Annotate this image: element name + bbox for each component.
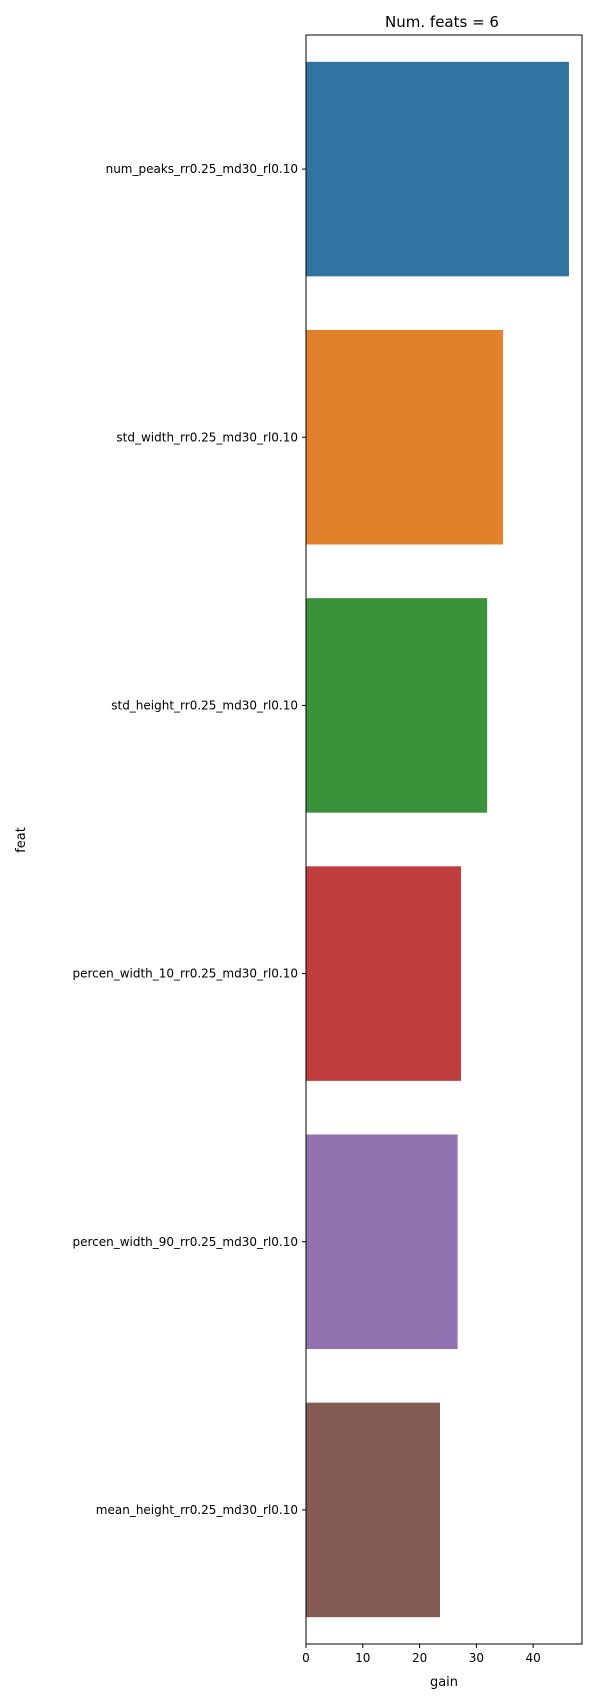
bar-3	[306, 866, 462, 1081]
chart-title: Num. feats = 6	[385, 13, 499, 31]
y-tick-label-4: percen_width_90_rr0.25_md30_rl0.10	[72, 1235, 298, 1249]
x-tick-label-4: 40	[526, 1651, 541, 1665]
y-tick-label-1: std_width_rr0.25_md30_rl0.10	[116, 430, 298, 444]
bars	[306, 61, 569, 1618]
y-tick-label-3: percen_width_10_rr0.25_md30_rl0.10	[72, 967, 298, 981]
y-tick-label-5: mean_height_rr0.25_md30_rl0.10	[96, 1503, 298, 1517]
plot-frame	[305, 34, 583, 1645]
plot-area	[305, 34, 583, 1645]
bar-1	[306, 329, 504, 545]
bar-0	[306, 61, 569, 277]
y-axis-ticks: num_peaks_rr0.25_md30_rl0.10 std_width_rr…	[72, 162, 306, 1517]
x-axis-ticks: 0 10 20 30 40	[302, 1644, 541, 1665]
bar-4	[306, 1134, 458, 1350]
x-axis-label: gain	[430, 1675, 458, 1690]
x-tick-label-2: 20	[412, 1651, 427, 1665]
bar-2	[306, 598, 488, 813]
x-tick-label-3: 30	[469, 1651, 484, 1665]
x-tick-label-1: 10	[355, 1651, 370, 1665]
y-axis-label: feat	[14, 827, 29, 853]
y-tick-label-2: std_height_rr0.25_md30_rl0.10	[111, 698, 298, 712]
x-tick-label-0: 0	[302, 1651, 310, 1665]
bar-5	[306, 1402, 441, 1618]
y-tick-label-0: num_peaks_rr0.25_md30_rl0.10	[106, 162, 298, 176]
